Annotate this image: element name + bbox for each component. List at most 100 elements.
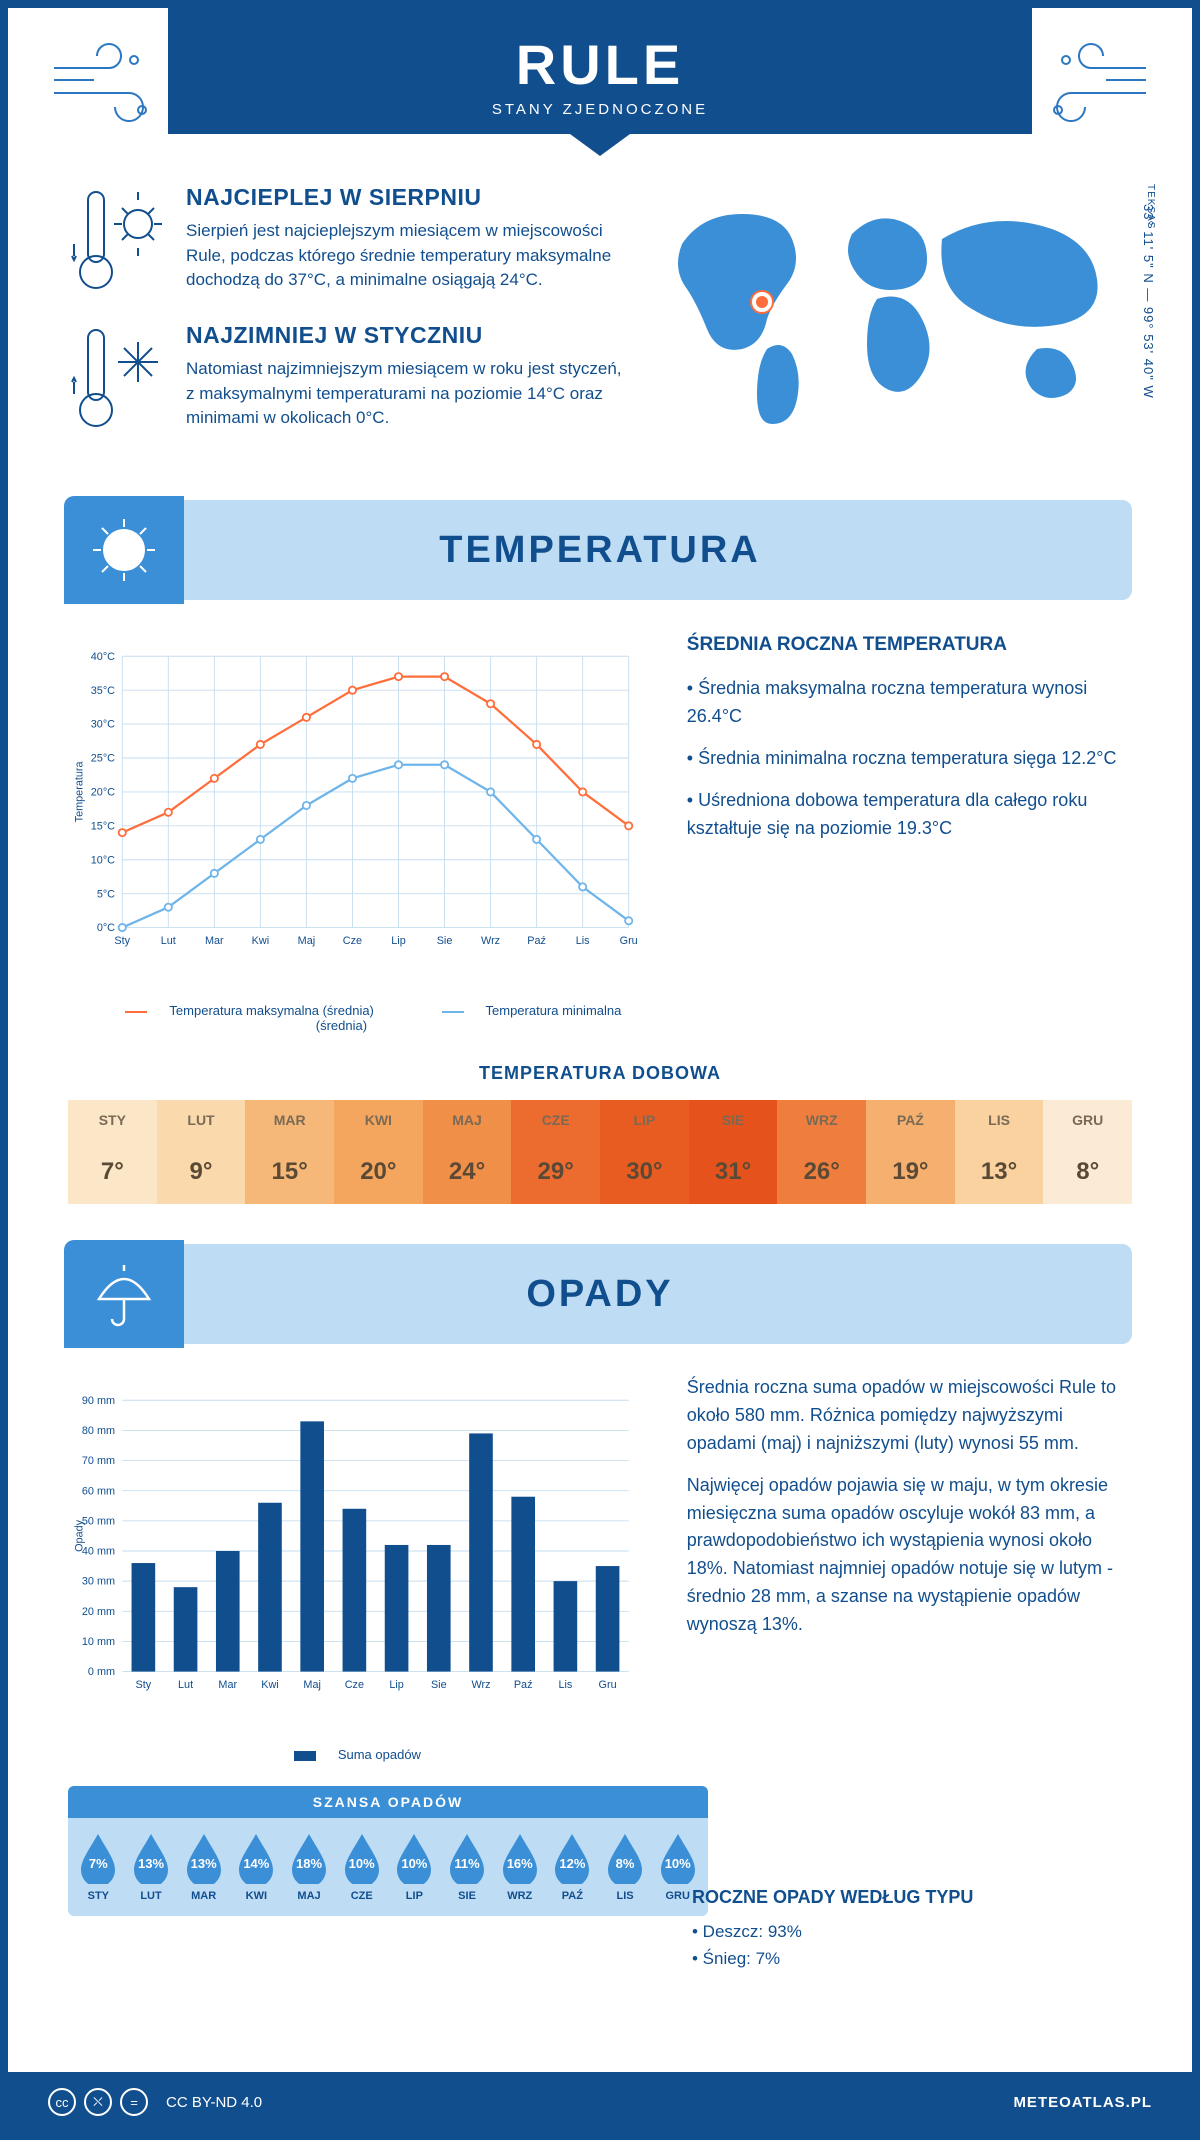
- chance-col: 14% KWI: [230, 1832, 283, 1902]
- daily-col: LIP30°: [600, 1100, 689, 1204]
- svg-text:90 mm: 90 mm: [82, 1395, 115, 1407]
- chance-col: 7% STY: [72, 1832, 125, 1902]
- svg-text:Sie: Sie: [431, 1679, 447, 1691]
- svg-text:Opady: Opady: [73, 1519, 85, 1552]
- precip-type-box: ROCZNE OPADY WEDŁUG TYPU • Deszcz: 93% •…: [692, 1887, 1132, 1972]
- daily-col: LIS13°: [955, 1100, 1044, 1204]
- svg-text:10°C: 10°C: [91, 854, 115, 866]
- svg-text:25°C: 25°C: [91, 753, 115, 765]
- chance-col: 8% LIS: [599, 1832, 652, 1902]
- precip-p2: Najwięcej opadów pojawia się w maju, w t…: [687, 1472, 1132, 1639]
- svg-text:Paź: Paź: [527, 935, 546, 947]
- svg-text:Gru: Gru: [620, 935, 638, 947]
- svg-text:Lis: Lis: [576, 935, 590, 947]
- svg-text:50 mm: 50 mm: [82, 1515, 115, 1527]
- warmest-block: NAJCIEPLEJ W SIERPNIU Sierpień jest najc…: [68, 184, 622, 294]
- coordinates-label: 33° 11' 5" N — 99° 53' 40" W: [1141, 204, 1156, 399]
- svg-text:Paź: Paź: [514, 1679, 533, 1691]
- type-heading: ROCZNE OPADY WEDŁUG TYPU: [692, 1887, 1132, 1908]
- svg-text:10 mm: 10 mm: [82, 1636, 115, 1648]
- chance-col: 13% LUT: [125, 1832, 178, 1902]
- svg-text:Lip: Lip: [389, 1679, 403, 1691]
- svg-text:0°C: 0°C: [97, 922, 115, 934]
- svg-text:Cze: Cze: [345, 1679, 364, 1691]
- raindrop-icon: 11%: [446, 1832, 488, 1884]
- raindrop-icon: 16%: [499, 1832, 541, 1884]
- svg-text:Lip: Lip: [391, 935, 405, 947]
- coldest-body: Natomiast najzimniejszym miesiącem w rok…: [186, 357, 622, 431]
- daily-col: MAR15°: [245, 1100, 334, 1204]
- svg-text:15°C: 15°C: [91, 820, 115, 832]
- svg-text:20 mm: 20 mm: [82, 1606, 115, 1618]
- svg-text:20°C: 20°C: [91, 787, 115, 799]
- raindrop-icon: 18%: [288, 1832, 330, 1884]
- warmest-title: NAJCIEPLEJ W SIERPNIU: [186, 184, 622, 211]
- country-label: STANY ZJEDNOCZONE: [168, 101, 1032, 118]
- svg-text:70 mm: 70 mm: [82, 1455, 115, 1467]
- cc-icon: cc: [48, 2088, 76, 2116]
- daily-col: SIE31°: [689, 1100, 778, 1204]
- type-rain: • Deszcz: 93%: [692, 1918, 1132, 1945]
- raindrop-icon: 14%: [235, 1832, 277, 1884]
- raindrop-icon: 8%: [604, 1832, 646, 1884]
- daily-col: LUT9°: [157, 1100, 246, 1204]
- raindrop-icon: 10%: [341, 1832, 383, 1884]
- precip-heading: OPADY: [526, 1273, 673, 1316]
- svg-text:Sie: Sie: [437, 935, 453, 947]
- svg-text:Lut: Lut: [178, 1679, 193, 1691]
- coldest-title: NAJZIMNIEJ W STYCZNIU: [186, 322, 622, 349]
- daily-col: KWI20°: [334, 1100, 423, 1204]
- svg-text:Wrz: Wrz: [471, 1679, 490, 1691]
- daily-temp-heading: TEMPERATURA DOBOWA: [8, 1063, 1192, 1084]
- svg-text:Kwi: Kwi: [261, 1679, 278, 1691]
- type-snow: • Śnieg: 7%: [692, 1945, 1132, 1972]
- svg-text:80 mm: 80 mm: [82, 1425, 115, 1437]
- precip-banner: OPADY: [68, 1244, 1132, 1344]
- precipitation-bar-chart: 0 mm10 mm20 mm30 mm40 mm50 mm60 mm70 mm8…: [68, 1374, 647, 1734]
- chance-col: 11% SIE: [441, 1832, 494, 1902]
- avg-temp-heading: ŚREDNIA ROCZNA TEMPERATURA: [687, 630, 1132, 659]
- svg-text:Sty: Sty: [114, 935, 130, 947]
- temperature-line-chart: 0°C5°C10°C15°C20°C25°C30°C35°C40°CStyLut…: [68, 630, 647, 990]
- nd-icon: =: [120, 2088, 148, 2116]
- coldest-block: NAJZIMNIEJ W STYCZNIU Natomiast najzimni…: [68, 322, 622, 432]
- daily-temp-table: STY7°LUT9°MAR15°KWI20°MAJ24°CZE29°LIP30°…: [68, 1100, 1132, 1204]
- thermometer-cold-icon: [68, 322, 168, 432]
- precip-chance-table: SZANSA OPADÓW 7% STY 13% LUT 13% MAR 14%: [68, 1786, 708, 1916]
- chance-col: 10% LIP: [388, 1832, 441, 1902]
- avg-temp-p2: • Średnia minimalna roczna temperatura s…: [687, 745, 1132, 773]
- temperature-banner: TEMPERATURA: [68, 500, 1132, 600]
- chance-col: 10% CZE: [335, 1832, 388, 1902]
- avg-temp-p1: • Średnia maksymalna roczna temperatura …: [687, 675, 1132, 731]
- chance-heading: SZANSA OPADÓW: [68, 1786, 708, 1818]
- svg-text:Mar: Mar: [205, 935, 224, 947]
- svg-text:0 mm: 0 mm: [88, 1666, 115, 1678]
- location-title: RULE: [168, 32, 1032, 97]
- svg-text:Cze: Cze: [343, 935, 362, 947]
- svg-text:Lut: Lut: [161, 935, 176, 947]
- site-label: METEOATLAS.PL: [1013, 2094, 1152, 2111]
- daily-col: WRZ26°: [777, 1100, 866, 1204]
- sun-icon: [89, 515, 159, 585]
- precip-legend: Suma opadów: [68, 1747, 647, 1762]
- daily-col: CZE29°: [511, 1100, 600, 1204]
- svg-text:Wrz: Wrz: [481, 935, 500, 947]
- chance-col: 18% MAJ: [283, 1832, 336, 1902]
- chance-col: 16% WRZ: [493, 1832, 546, 1902]
- chance-col: 13% MAR: [177, 1832, 230, 1902]
- svg-text:Temperatura: Temperatura: [73, 761, 85, 823]
- avg-temp-p3: • Uśredniona dobowa temperatura dla całe…: [687, 787, 1132, 843]
- warmest-body: Sierpień jest najcieplejszym miesiącem w…: [186, 219, 622, 293]
- location-marker-icon: [752, 292, 772, 312]
- svg-text:Gru: Gru: [599, 1679, 617, 1691]
- daily-col: PAŹ19°: [866, 1100, 955, 1204]
- svg-text:30°C: 30°C: [91, 719, 115, 731]
- chance-col: 12% PAŹ: [546, 1832, 599, 1902]
- footer: cc ⛌ = CC BY-ND 4.0 METEOATLAS.PL: [8, 2072, 1192, 2132]
- by-icon: ⛌: [84, 2088, 112, 2116]
- svg-text:60 mm: 60 mm: [82, 1485, 115, 1497]
- svg-text:35°C: 35°C: [91, 685, 115, 697]
- temp-legend: Temperatura maksymalna (średnia) Tempera…: [68, 1003, 647, 1033]
- svg-text:5°C: 5°C: [97, 888, 115, 900]
- svg-text:Maj: Maj: [303, 1679, 320, 1691]
